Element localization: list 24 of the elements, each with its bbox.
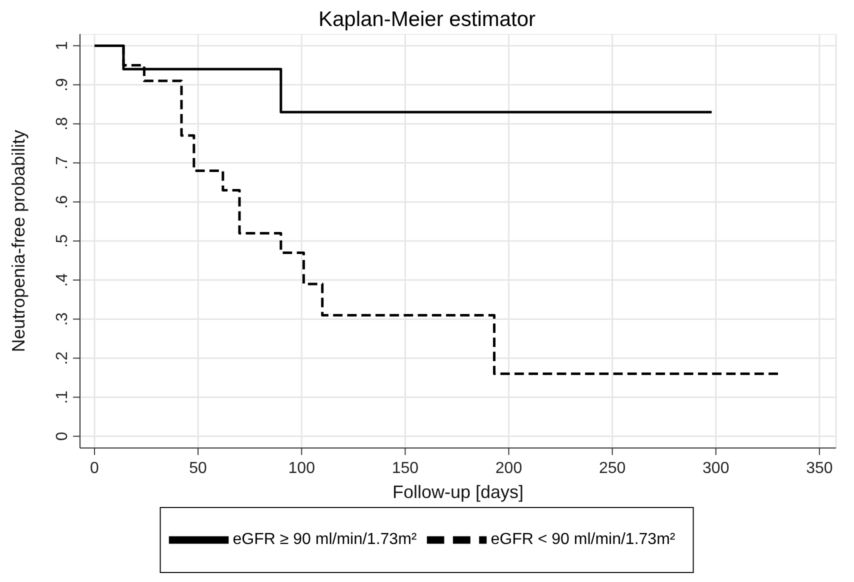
y-tick-label: .2 <box>54 351 71 365</box>
y-tick-label: 0 <box>54 432 71 441</box>
y-tick-label: .8 <box>54 117 71 130</box>
legend-label: eGFR < 90 ml/min/1.73m² <box>490 531 676 548</box>
x-tick-label: 0 <box>90 460 100 477</box>
x-tick-label: 350 <box>806 460 833 477</box>
chart-title: Kaplan-Meier estimator <box>317 8 537 33</box>
y-tick-label: .9 <box>54 78 71 92</box>
y-tick-label: .7 <box>54 156 71 170</box>
y-tick-label: .6 <box>54 195 71 209</box>
y-tick-label: .4 <box>54 273 71 287</box>
y-tick-label: .1 <box>54 390 71 404</box>
y-tick-label: .5 <box>54 234 71 248</box>
x-axis-title: Follow-up [days] <box>392 482 524 502</box>
x-tick-label: 100 <box>288 460 316 477</box>
x-tick-label: 250 <box>598 460 626 477</box>
y-axis-title: Neutropenia-free probability <box>8 130 28 352</box>
x-tick-label: 150 <box>392 460 419 477</box>
y-tick-label: .3 <box>54 312 71 326</box>
legend-label: eGFR ≥ 90 ml/min/1.73m² <box>232 531 417 548</box>
x-tick-label: 300 <box>702 460 730 477</box>
x-tick-label: 50 <box>189 460 208 477</box>
y-tick-label: 1 <box>54 41 71 50</box>
x-tick-label: 200 <box>495 460 522 477</box>
